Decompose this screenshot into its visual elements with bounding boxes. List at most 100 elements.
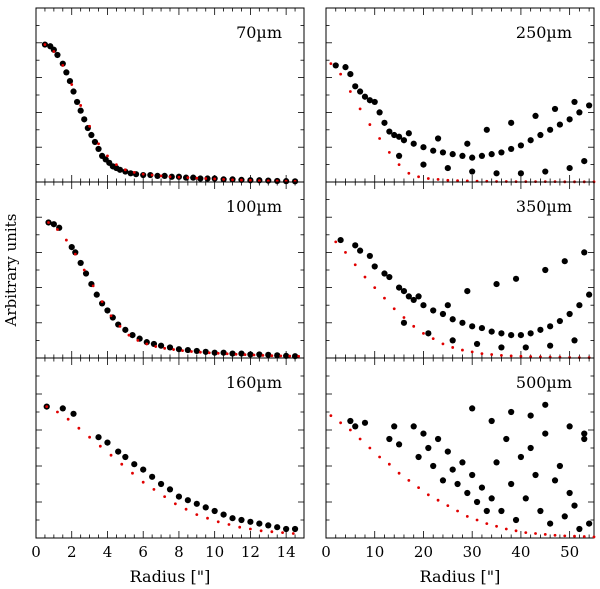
model-point <box>186 176 190 180</box>
observed-point <box>50 221 57 228</box>
model-point <box>592 535 596 539</box>
model-point <box>184 507 188 511</box>
model-point <box>77 426 81 430</box>
observed-point <box>430 307 437 314</box>
x-tick-label: 12 <box>241 543 260 561</box>
x-tick-label: 0 <box>321 543 331 561</box>
model-point <box>152 488 156 491</box>
model-point <box>270 530 274 534</box>
observed-point <box>512 516 520 524</box>
model-point <box>407 479 411 482</box>
observed-point <box>439 477 447 484</box>
model-point <box>231 178 234 182</box>
model-point <box>225 352 229 356</box>
model-point <box>56 410 59 414</box>
observed-point <box>357 247 364 254</box>
observed-point <box>147 171 154 179</box>
observed-point <box>166 486 174 493</box>
observed-point <box>115 448 122 455</box>
model-point <box>222 177 226 181</box>
observed-point <box>586 102 593 109</box>
observed-point <box>410 140 417 147</box>
observed-point <box>542 168 549 175</box>
model-point <box>249 178 252 182</box>
observed-point <box>473 340 481 348</box>
observed-point <box>488 495 495 502</box>
model-point <box>524 531 528 534</box>
observed-point <box>532 112 539 119</box>
observed-point <box>184 497 191 504</box>
observed-point <box>542 430 549 437</box>
model-point <box>123 168 127 172</box>
observed-point <box>73 98 81 106</box>
series-observed <box>45 219 299 360</box>
model-point <box>61 64 65 67</box>
observed-point <box>517 332 525 339</box>
model-point <box>281 531 284 534</box>
observed-point <box>104 439 111 446</box>
observed-point <box>469 323 476 330</box>
observed-point <box>149 473 156 480</box>
observed-point <box>395 152 403 159</box>
observed-point <box>537 131 544 139</box>
observed-point <box>517 170 525 177</box>
observed-point <box>122 168 129 175</box>
panel-160um: 160µm <box>35 357 305 539</box>
model-point <box>195 513 199 516</box>
x-tick-label: 20 <box>414 543 433 561</box>
observed-point <box>469 168 476 175</box>
observed-point <box>347 71 354 78</box>
observed-point <box>127 170 134 177</box>
model-point <box>70 83 74 86</box>
observed-point <box>576 109 583 116</box>
x-tick-label: 2 <box>67 543 77 561</box>
model-point <box>402 316 406 319</box>
model-point <box>412 324 416 328</box>
observed-point <box>512 275 520 282</box>
model-point <box>514 529 518 533</box>
observed-point <box>157 480 165 488</box>
model-point <box>534 532 537 535</box>
model-point <box>553 533 557 537</box>
observed-point <box>229 515 236 522</box>
observed-point <box>140 466 147 473</box>
observed-point <box>68 244 75 251</box>
model-point <box>118 324 122 328</box>
series-model <box>47 221 301 358</box>
observed-point <box>220 511 227 518</box>
model-point <box>261 353 265 357</box>
model-point <box>120 462 124 466</box>
observed-point <box>434 435 442 443</box>
model-point <box>88 124 91 128</box>
observed-point <box>454 480 461 488</box>
model-point <box>131 471 134 475</box>
model-point <box>45 405 49 408</box>
observed-point <box>95 145 102 153</box>
observed-point <box>361 419 369 426</box>
observed-point <box>247 351 254 358</box>
observed-point <box>91 138 99 146</box>
x-axis-label-left: Radius ["] <box>130 567 211 586</box>
observed-point <box>386 273 393 281</box>
observed-point <box>104 307 111 314</box>
observed-point <box>371 263 378 270</box>
observed-point <box>459 459 466 466</box>
model-point <box>417 175 420 179</box>
model-point <box>373 286 377 289</box>
observed-point <box>371 98 378 106</box>
model-point <box>392 307 396 311</box>
model-point <box>288 354 292 358</box>
observed-point <box>439 149 447 156</box>
series-observed <box>43 403 299 533</box>
observed-point <box>430 147 437 154</box>
observed-point <box>381 119 388 126</box>
model-point <box>279 354 283 358</box>
x-tick-label: 4 <box>103 543 113 561</box>
observed-point <box>72 249 79 256</box>
observed-point <box>551 105 559 113</box>
observed-point <box>386 435 393 443</box>
observed-point <box>464 140 471 147</box>
observed-point <box>498 330 505 337</box>
panel-100um: 100µm <box>35 181 305 360</box>
observed-point <box>256 351 263 358</box>
